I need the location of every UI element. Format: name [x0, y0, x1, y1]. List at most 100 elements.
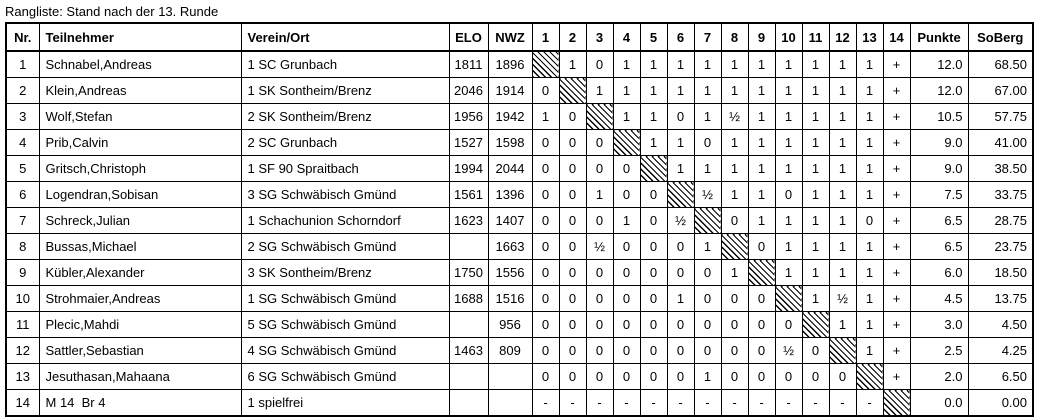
result-cell: 1	[801, 207, 830, 234]
diagonal-cell	[801, 311, 830, 338]
soberg-cell: 38.50	[967, 155, 1034, 182]
diagonal-cell	[639, 155, 668, 182]
result-cell: +	[882, 77, 911, 104]
player-name-cell: Gritsch,Christoph	[38, 155, 242, 182]
result-cell: 1	[639, 50, 668, 78]
diagonal-cell	[531, 50, 560, 78]
result-cell: 1	[774, 259, 803, 286]
result-cell: 0	[666, 233, 695, 260]
result-cell: 1	[747, 181, 776, 208]
club-cell: 1 SK Sontheim/Brenz	[240, 77, 450, 104]
rank-cell: 12	[5, 337, 40, 364]
result-cell: 1	[747, 155, 776, 182]
result-cell: 0	[585, 155, 614, 182]
result-cell: 1	[531, 103, 560, 130]
result-cell: 0	[801, 363, 830, 390]
club-cell: 1 SC Grunbach	[240, 50, 450, 78]
points-cell: 6.5	[909, 207, 969, 234]
result-cell: 1	[747, 103, 776, 130]
column-header-7: 7	[693, 22, 722, 52]
elo-cell: 1623	[448, 207, 489, 234]
result-cell: 1	[828, 311, 857, 338]
result-cell: -	[855, 389, 884, 417]
result-cell: 0	[558, 259, 587, 286]
result-cell: 1	[720, 155, 749, 182]
player-name-cell: M 14 Br 4	[38, 389, 242, 417]
player-name-cell: Logendran,Sobisan	[38, 181, 242, 208]
result-cell: 0	[558, 311, 587, 338]
result-cell: 0	[531, 207, 560, 234]
nwz-cell	[487, 363, 533, 390]
result-cell: 0	[585, 259, 614, 286]
result-cell: 1	[828, 129, 857, 156]
result-cell: 0	[531, 155, 560, 182]
club-cell: 5 SG Schwäbisch Gmünd	[240, 311, 450, 338]
rank-cell: 4	[5, 129, 40, 156]
column-header-13: 13	[855, 22, 884, 52]
points-cell: 6.5	[909, 233, 969, 260]
result-cell: 0	[612, 233, 641, 260]
result-cell: +	[882, 363, 911, 390]
points-cell: 10.5	[909, 103, 969, 130]
result-cell: 1	[639, 129, 668, 156]
nwz-cell: 1396	[487, 181, 533, 208]
result-cell: 1	[612, 207, 641, 234]
result-cell: 0	[612, 155, 641, 182]
result-cell: 1	[855, 337, 884, 364]
result-cell: 1	[720, 50, 749, 78]
result-cell: ½	[666, 207, 695, 234]
result-cell: 1	[558, 50, 587, 78]
column-header-8: 8	[720, 22, 749, 52]
soberg-cell: 4.25	[967, 337, 1034, 364]
result-cell: 0	[585, 363, 614, 390]
result-cell: 0	[558, 103, 587, 130]
result-cell: 1	[855, 233, 884, 260]
result-cell: 1	[774, 207, 803, 234]
table-row: 2 Klein,Andreas 1 SK Sontheim/Brenz 2046 191…	[5, 77, 1034, 104]
result-cell: 0	[612, 311, 641, 338]
result-cell: +	[882, 285, 911, 312]
result-cell: 1	[801, 129, 830, 156]
soberg-cell: 67.00	[967, 77, 1034, 104]
column-header-punkte: Punkte	[909, 22, 969, 52]
result-cell: -	[666, 389, 695, 417]
result-cell: -	[693, 389, 722, 417]
result-cell: 1	[801, 285, 830, 312]
result-cell: 0	[531, 337, 560, 364]
rank-cell: 13	[5, 363, 40, 390]
result-cell: 1	[828, 259, 857, 286]
table-row: 3 Wolf,Stefan 2 SK Sontheim/Brenz 1956 1942 1…	[5, 103, 1034, 130]
soberg-cell: 13.75	[967, 285, 1034, 312]
result-cell: 1	[774, 233, 803, 260]
diagonal-cell	[612, 129, 641, 156]
points-cell: 6.0	[909, 259, 969, 286]
points-cell: 4.5	[909, 285, 969, 312]
nwz-cell: 956	[487, 311, 533, 338]
points-cell: 0.0	[909, 389, 969, 417]
result-cell: +	[882, 129, 911, 156]
soberg-cell: 23.75	[967, 233, 1034, 260]
result-cell: 1	[801, 181, 830, 208]
elo-cell: 1527	[448, 129, 489, 156]
result-cell: 1	[774, 103, 803, 130]
result-cell: 1	[666, 50, 695, 78]
points-cell: 12.0	[909, 77, 969, 104]
elo-cell: 1956	[448, 103, 489, 130]
result-cell: 1	[774, 155, 803, 182]
soberg-cell: 33.75	[967, 181, 1034, 208]
diagonal-cell	[666, 181, 695, 208]
player-name-cell: Schreck,Julian	[38, 207, 242, 234]
nwz-cell: 1942	[487, 103, 533, 130]
table-row: 13 Jesuthasan,Mahaana 6 SG Schwäbisch Gmün…	[5, 363, 1034, 390]
result-cell: 0	[639, 259, 668, 286]
soberg-cell: 41.00	[967, 129, 1034, 156]
page-title: Rangliste: Stand nach der 13. Runde	[5, 4, 219, 19]
result-cell: 1	[801, 50, 830, 78]
column-header-5: 5	[639, 22, 668, 52]
result-cell: -	[774, 389, 803, 417]
column-header-14: 14	[882, 22, 911, 52]
diagonal-cell	[747, 259, 776, 286]
result-cell: 0	[531, 181, 560, 208]
result-cell: 0	[558, 233, 587, 260]
result-cell: ½	[585, 233, 614, 260]
